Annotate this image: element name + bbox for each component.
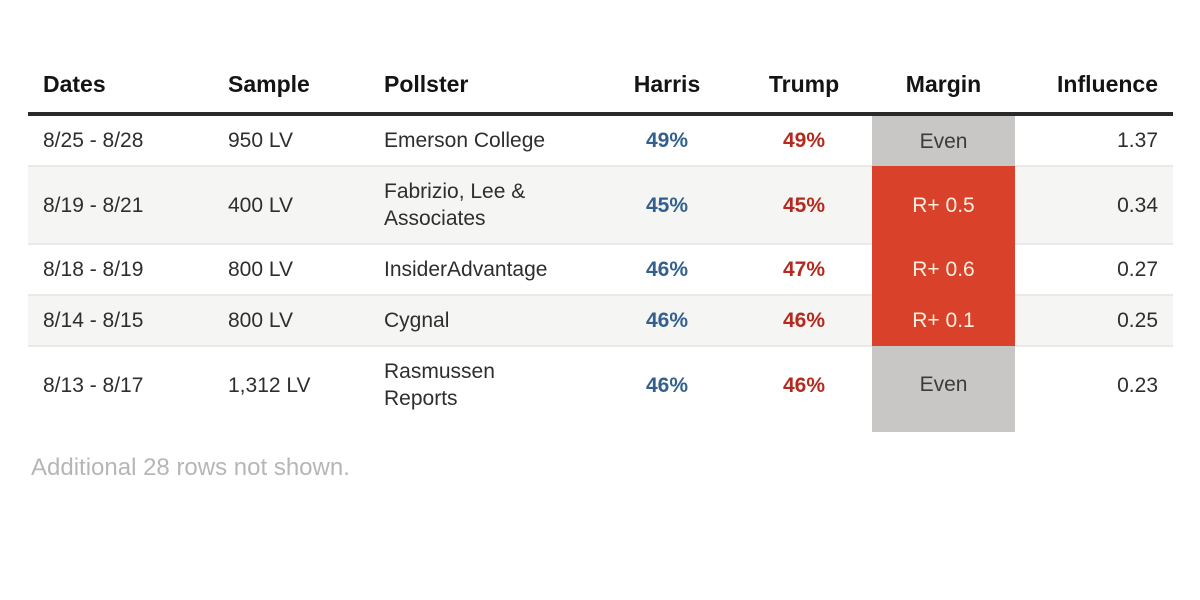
harris-pct-cell: 45% [598, 165, 736, 244]
column-header-dates: Dates [28, 56, 213, 116]
sample-cell: 1,312 LV [213, 345, 369, 432]
margin-cell: R+ 0.5 [872, 166, 1015, 244]
sample-cell: 400 LV [213, 165, 369, 244]
pollster-cell: Fabrizio, Lee & Associates [369, 165, 598, 244]
margin-cell: R+ 0.6 [872, 244, 1015, 295]
dates-cell: 8/25 - 8/28 [43, 129, 144, 152]
harris-pct-cell: 49% [645, 129, 689, 152]
column-header-harris: Harris [598, 56, 736, 116]
influence-cell: 0.25 [1015, 294, 1173, 346]
influence-cell: 0.27 [1015, 243, 1173, 295]
harris-pct-cell: 46% [598, 345, 736, 432]
column-header-trump: Trump [736, 56, 872, 116]
influence-cell: 0.23 [1015, 345, 1173, 432]
sample-cell: 800 LV [213, 294, 369, 346]
pollster-cell: Emerson College [384, 129, 546, 152]
column-header-margin: Margin [872, 56, 1015, 116]
trump-pct-cell: 46% [736, 294, 872, 346]
table-row: 8/19 - 8/21 400 LV Fabrizio, Lee & Assoc… [28, 165, 1173, 244]
influence-cell: 1.37 [1117, 129, 1158, 152]
table-header-row: Dates Sample Pollster Harris Trump Margi… [28, 56, 1173, 116]
column-header-pollster: Pollster [369, 56, 598, 116]
sample-cell: 800 LV [213, 243, 369, 295]
harris-pct-cell: 46% [598, 243, 736, 295]
polls-table: Dates Sample Pollster Harris Trump Margi… [28, 56, 1173, 432]
margin-cell: R+ 0.1 [872, 295, 1015, 346]
trump-pct-cell: 46% [736, 345, 872, 432]
margin-cell: Even [872, 114, 1015, 166]
rows-not-shown-note: Additional 28 rows not shown. [31, 454, 350, 481]
table-row: 8/14 - 8/15 800 LV Cygnal 46% 46% R+ 0.1… [28, 294, 1173, 346]
dates-cell: 8/19 - 8/21 [28, 165, 213, 244]
trump-pct-cell: 47% [736, 243, 872, 295]
table-row: 8/25 - 8/28 950 LV Emerson College 49% 4… [28, 114, 1173, 166]
harris-pct-cell: 46% [598, 294, 736, 346]
polls-table-container: Dates Sample Pollster Harris Trump Margi… [28, 56, 1173, 482]
trump-pct-cell: 49% [782, 129, 826, 152]
pollster-cell: InsiderAdvantage [369, 243, 598, 295]
margin-cell: Even [872, 346, 1015, 432]
sample-cell: 950 LV [228, 129, 293, 152]
table-row: 8/18 - 8/19 800 LV InsiderAdvantage 46% … [28, 243, 1173, 295]
column-header-sample: Sample [213, 56, 369, 116]
dates-cell: 8/14 - 8/15 [28, 294, 213, 346]
dates-cell: 8/13 - 8/17 [28, 345, 213, 432]
table-row: 8/13 - 8/17 1,312 LV Rasmussen Reports 4… [28, 345, 1173, 432]
trump-pct-cell: 45% [736, 165, 872, 244]
dates-cell: 8/18 - 8/19 [28, 243, 213, 295]
pollster-cell: Cygnal [369, 294, 598, 346]
influence-cell: 0.34 [1015, 165, 1173, 244]
pollster-cell: Rasmussen Reports [369, 345, 598, 432]
column-header-influence: Influence [1015, 56, 1173, 116]
